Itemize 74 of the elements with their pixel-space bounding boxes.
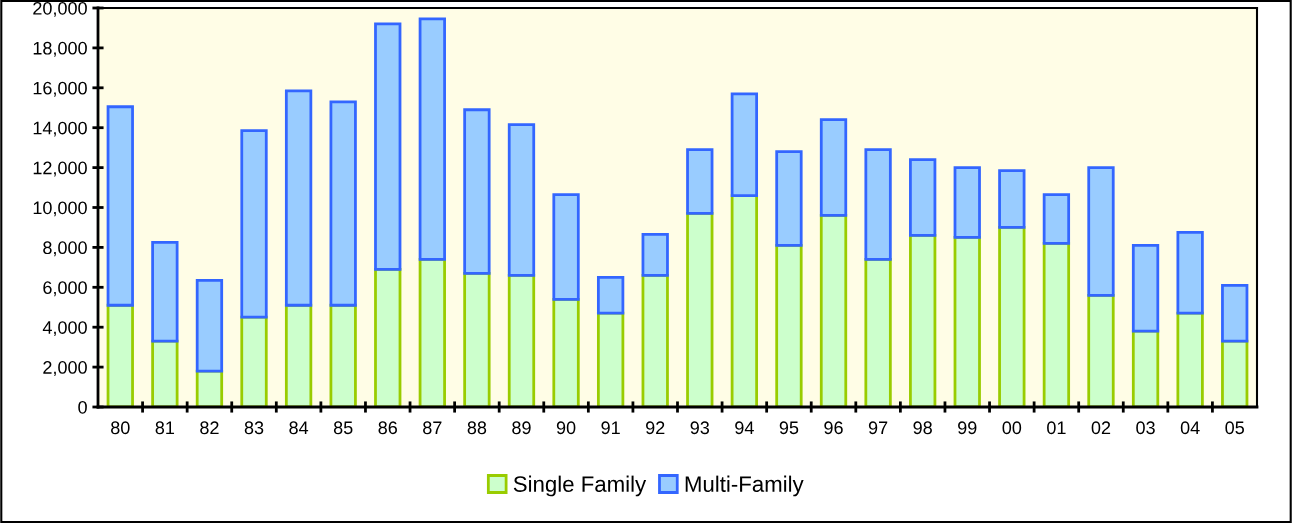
x-tick-label: 02 xyxy=(1091,421,1111,435)
x-tick-label: 84 xyxy=(289,421,309,435)
x-tick-label: 93 xyxy=(690,421,710,435)
x-tick-label: 83 xyxy=(244,421,264,435)
x-tick-label: 96 xyxy=(824,421,843,435)
bar xyxy=(195,278,224,373)
legend-label: Single Family xyxy=(513,475,647,497)
y-tick-label: 2,000 xyxy=(43,361,87,376)
bar xyxy=(1042,193,1071,245)
x-tick-label: 81 xyxy=(155,421,175,435)
bar xyxy=(953,236,981,407)
bar xyxy=(909,234,937,407)
x-tick-label: 91 xyxy=(601,421,620,435)
x-tick-label: 97 xyxy=(868,421,888,435)
x-tick-label: 05 xyxy=(1225,421,1244,435)
bar xyxy=(1176,231,1204,315)
bar xyxy=(151,241,179,343)
bar xyxy=(909,158,937,237)
bar xyxy=(1221,283,1249,343)
x-tick-label: 82 xyxy=(200,421,219,435)
x-tick-label: 80 xyxy=(111,421,130,435)
y-tick-label: 8,000 xyxy=(43,241,87,257)
bar xyxy=(819,118,848,217)
bar xyxy=(1087,166,1115,297)
bar xyxy=(686,148,714,215)
x-tick-label: 92 xyxy=(646,421,665,435)
x-tick-label: 01 xyxy=(1047,421,1066,435)
bar xyxy=(775,244,803,407)
bar xyxy=(507,123,536,277)
y-tick-label: 0 xyxy=(78,400,87,414)
x-tick-label: 89 xyxy=(512,421,531,435)
x-tick-label: 98 xyxy=(913,421,932,435)
x-tick-label: 95 xyxy=(779,421,799,435)
bar xyxy=(775,150,803,247)
x-tick-label: 03 xyxy=(1136,421,1155,435)
x-tick-label: 88 xyxy=(467,421,487,435)
y-tick-label: 14,000 xyxy=(33,121,87,137)
bar xyxy=(864,148,892,261)
bar xyxy=(596,275,625,315)
bar xyxy=(819,214,848,407)
y-tick-label: 20,000 xyxy=(33,1,87,17)
y-tick-label: 12,000 xyxy=(33,161,87,177)
bar xyxy=(463,108,491,275)
bar xyxy=(240,129,268,319)
bar xyxy=(1131,244,1160,333)
bar xyxy=(998,169,1026,229)
bar xyxy=(686,212,714,407)
bar xyxy=(552,193,580,301)
bar xyxy=(730,194,759,407)
y-tick-label: 6,000 xyxy=(43,281,87,297)
y-tick-label: 18,000 xyxy=(33,41,87,57)
x-tick-label: 85 xyxy=(333,421,353,435)
x-tick-label: 86 xyxy=(378,421,397,435)
bar xyxy=(998,226,1026,407)
x-tick-label: 87 xyxy=(423,421,442,435)
x-tick-label: 94 xyxy=(735,421,754,435)
y-tick-label: 10,000 xyxy=(33,201,87,217)
bar xyxy=(641,233,669,277)
x-tick-label: 00 xyxy=(1002,421,1022,435)
x-tick-label: 90 xyxy=(556,421,576,435)
x-tick-label: 99 xyxy=(958,421,977,435)
bar xyxy=(374,22,402,271)
y-tick-label: 4,000 xyxy=(42,321,87,337)
bar xyxy=(329,100,357,307)
bar xyxy=(1042,242,1071,407)
x-tick-label: 04 xyxy=(1180,421,1200,435)
bar xyxy=(195,369,224,407)
bar xyxy=(418,17,446,261)
bar xyxy=(730,92,759,197)
bar xyxy=(953,166,981,239)
bar xyxy=(284,89,313,307)
y-tick-label: 16,000 xyxy=(33,81,87,97)
legend-label: Multi-Family xyxy=(685,475,804,497)
bar xyxy=(106,105,134,307)
